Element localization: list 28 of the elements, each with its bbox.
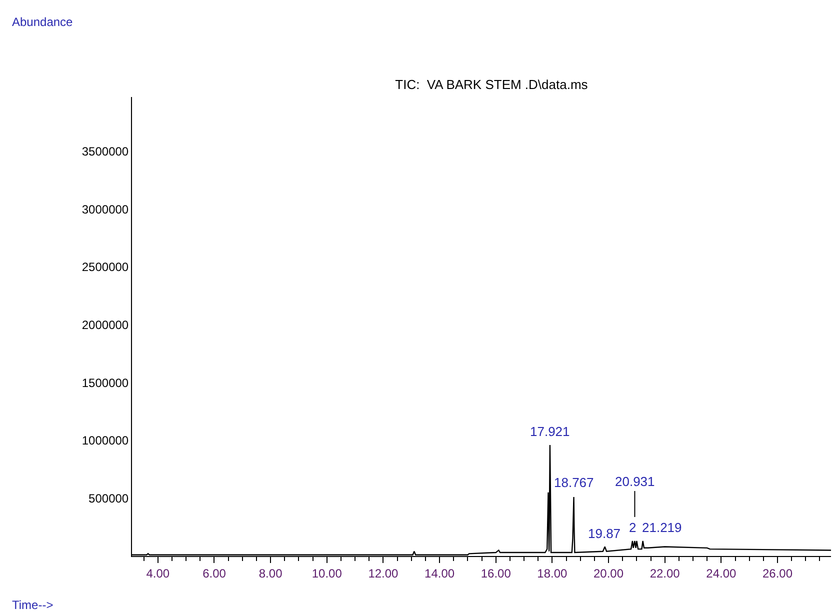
x-tick-label: 16.00: [480, 566, 512, 580]
annotation: 20.931: [615, 474, 655, 489]
chart-title: TIC: VA BARK STEM .D\data.ms: [395, 77, 588, 92]
annotation: 18.767: [554, 475, 594, 490]
x-tick-label: 4.00: [146, 566, 170, 580]
y-tick-label: 1500000: [82, 376, 129, 390]
y-tick-label: 1000000: [82, 434, 129, 448]
y-tick-label: 500000: [88, 491, 129, 506]
annotation: 17.921: [530, 424, 570, 439]
text: Abundance: [12, 15, 74, 29]
y-tick-label: 3000000: [82, 202, 129, 216]
x-tick-label: 26.00: [762, 566, 793, 580]
annotation: 21.219: [642, 520, 682, 535]
x-tick-label: 18.00: [537, 566, 568, 580]
x-tick-label: 14.00: [424, 566, 455, 580]
x-tick-label: 6.00: [202, 566, 226, 580]
x-tick-label: 24.00: [706, 566, 737, 580]
x-axis-title: Time-->: [12, 598, 54, 612]
x-tick-label: 10.00: [312, 566, 342, 580]
x-tick-label: 8.00: [258, 566, 283, 580]
x-tick-label: 22.00: [650, 566, 680, 580]
annotation: 2: [629, 520, 636, 535]
annotation: 19.87: [588, 526, 621, 541]
y-tick-label: 3500000: [82, 144, 129, 159]
y-tick-label: 2500000: [82, 260, 129, 274]
x-tick-label: 12.00: [368, 566, 399, 580]
y-tick-label: 2000000: [82, 318, 129, 332]
x-tick-label: 20.00: [593, 566, 624, 580]
